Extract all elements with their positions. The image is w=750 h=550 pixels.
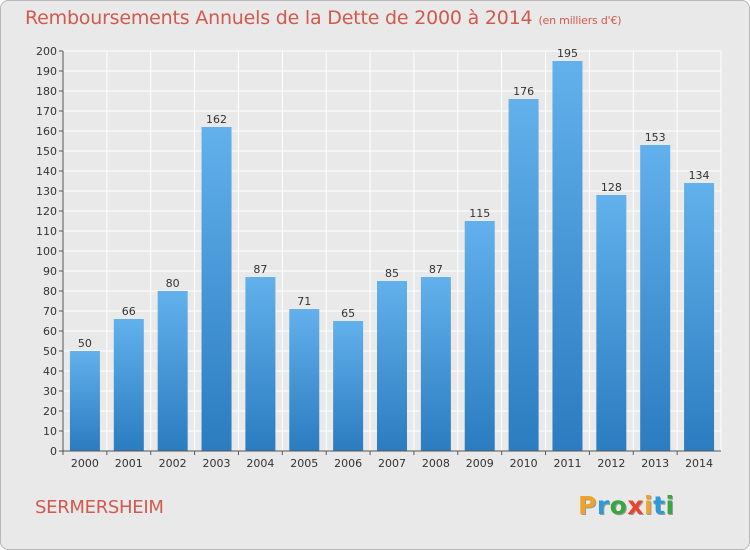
bar-2012 bbox=[596, 195, 627, 451]
y-tick-label: 30 bbox=[43, 385, 57, 398]
chart-unit: (en milliers d'€) bbox=[538, 14, 622, 27]
bar-2013 bbox=[640, 145, 671, 451]
bar-value-label: 134 bbox=[689, 169, 710, 182]
y-tick-label: 70 bbox=[43, 305, 57, 318]
bar-value-label: 87 bbox=[253, 263, 267, 276]
bar-value-label: 65 bbox=[341, 307, 355, 320]
y-tick-label: 130 bbox=[36, 185, 57, 198]
x-tick-label: 2006 bbox=[334, 457, 362, 470]
x-tick-label: 2013 bbox=[641, 457, 669, 470]
bar-2004 bbox=[245, 277, 276, 451]
axes: 0 10 20 30 40 50 60 70 80 90 100 110 120 130 140 150 160… bbox=[36, 45, 721, 470]
x-tick-label: 2005 bbox=[290, 457, 318, 470]
x-tick-label: 2012 bbox=[597, 457, 625, 470]
y-tick-label: 100 bbox=[36, 245, 57, 258]
x-tick-label: 2000 bbox=[71, 457, 99, 470]
bar-2001 bbox=[113, 319, 144, 451]
logo-letter: i bbox=[644, 491, 654, 520]
y-tick-label: 200 bbox=[36, 45, 57, 58]
bar-2011 bbox=[552, 61, 583, 451]
x-tick-label: 2010 bbox=[510, 457, 538, 470]
logo-letter: P bbox=[578, 491, 597, 520]
y-tick-label: 190 bbox=[36, 65, 57, 78]
y-tick-label: 10 bbox=[43, 425, 57, 438]
y-tick-label: 140 bbox=[36, 165, 57, 178]
logo-letter: t bbox=[653, 491, 666, 520]
bar-2014 bbox=[684, 183, 715, 451]
logo-letter: r bbox=[596, 491, 610, 520]
bar-value-label: 162 bbox=[206, 113, 227, 126]
bar-2009 bbox=[464, 221, 495, 451]
bar-value-label: 153 bbox=[645, 131, 666, 144]
bar-2002 bbox=[157, 291, 188, 451]
logo-letter: x bbox=[627, 491, 644, 520]
bar-value-label: 176 bbox=[513, 85, 534, 98]
bar-2005 bbox=[289, 309, 320, 451]
y-tick-label: 20 bbox=[43, 405, 57, 418]
y-tick-label: 170 bbox=[36, 105, 57, 118]
x-tick-label: 2002 bbox=[159, 457, 187, 470]
y-tick-label: 110 bbox=[36, 225, 57, 238]
y-tick-label: 60 bbox=[43, 325, 57, 338]
logo-letter: i bbox=[665, 491, 675, 520]
bar-value-label: 87 bbox=[429, 263, 443, 276]
bar-value-label: 85 bbox=[385, 267, 399, 280]
chart-title: Remboursements Annuels de la Dette de 20… bbox=[25, 7, 622, 29]
y-tick-label: 120 bbox=[36, 205, 57, 218]
bar-value-label: 71 bbox=[297, 295, 311, 308]
bar-value-label: 66 bbox=[122, 305, 136, 318]
bar-value-label: 115 bbox=[469, 207, 490, 220]
bars: 50 66 80 162 87 71 65 85 87 115 176 195 128 153 134 bbox=[69, 47, 715, 451]
bar-value-label: 80 bbox=[166, 277, 180, 290]
y-tick-label: 0 bbox=[50, 445, 57, 458]
y-tick-label: 50 bbox=[43, 345, 57, 358]
y-tick-label: 150 bbox=[36, 145, 57, 158]
bar-2008 bbox=[420, 277, 451, 451]
bar-2007 bbox=[377, 281, 407, 451]
bar-value-label: 128 bbox=[601, 181, 622, 194]
y-tick-label: 90 bbox=[43, 265, 57, 278]
y-tick-label: 160 bbox=[36, 125, 57, 138]
y-tick-label: 40 bbox=[43, 365, 57, 378]
bar-2000 bbox=[69, 351, 100, 451]
bar-value-label: 195 bbox=[557, 47, 578, 60]
chart-title-text: Remboursements Annuels de la Dette de 20… bbox=[25, 7, 533, 29]
bar-2006 bbox=[333, 321, 364, 451]
bar-2003 bbox=[201, 127, 232, 451]
proxiti-logo: Proxiti bbox=[578, 491, 675, 520]
x-tick-label: 2008 bbox=[422, 457, 450, 470]
x-tick-label: 2007 bbox=[378, 457, 406, 470]
x-tick-label: 2014 bbox=[685, 457, 713, 470]
x-tick-label: 2011 bbox=[553, 457, 581, 470]
commune-name: SERMERSHEIM bbox=[35, 497, 164, 518]
bar-2010 bbox=[508, 99, 539, 451]
x-tick-label: 2003 bbox=[203, 457, 231, 470]
x-tick-label: 2004 bbox=[246, 457, 274, 470]
x-tick-label: 2009 bbox=[466, 457, 494, 470]
x-tick-label: 2001 bbox=[115, 457, 143, 470]
y-tick-label: 80 bbox=[43, 285, 57, 298]
bar-value-label: 50 bbox=[78, 337, 92, 350]
y-tick-label: 180 bbox=[36, 85, 57, 98]
logo-letter: o bbox=[609, 491, 628, 520]
